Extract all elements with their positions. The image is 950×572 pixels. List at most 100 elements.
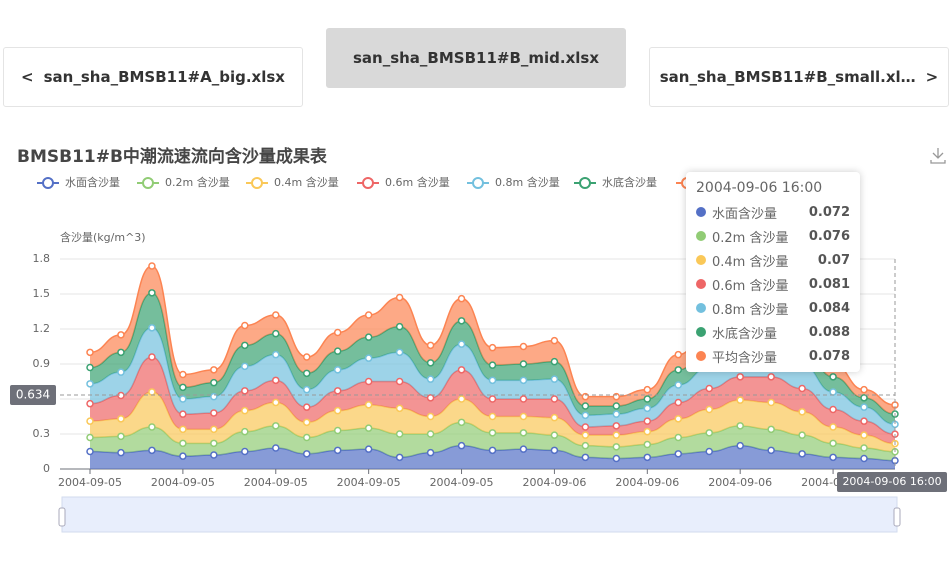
point [179,425,187,434]
zoom-handle[interactable] [58,507,66,527]
tooltip: 2004-09-06 16:00 水面含沙量 0.072 0.2m 含沙量 0.076 0… [686,172,860,372]
legend-item[interactable]: 0.6m 含沙量 [357,175,450,189]
point [210,439,218,448]
legend-item[interactable]: 0.2m 含沙量 [137,175,230,189]
point [736,396,744,404]
point [86,433,94,442]
legend-item[interactable]: 0.8m 含沙量 [467,175,560,189]
legend-item[interactable]: 水面含沙量 [37,175,120,189]
point [241,427,249,436]
point [333,426,342,435]
tooltip-dot [696,303,706,313]
point [179,452,187,460]
tab-current[interactable]: san_sha_BMSB11#B_mid.xlsx [326,28,626,88]
tooltip-dot [696,279,706,289]
point [829,423,837,431]
tooltip-name: 0.2m 含沙量 [712,230,789,246]
point [179,383,187,392]
point [117,348,125,357]
point [302,385,311,394]
point [643,440,652,449]
point [426,394,435,402]
point [860,394,868,402]
point [736,373,744,381]
point [612,422,621,430]
point [426,448,435,457]
legend-label: 0.6m 含沙量 [385,175,450,189]
legend-symbol [579,177,591,189]
point [612,410,621,418]
tooltip-name: 0.8m 含沙量 [712,302,789,318]
tab-prev[interactable]: < san_sha_BMSB11#A_big.xlsx [3,47,303,107]
tooltip-row: 0.6m 含沙量 0.081 [696,272,850,296]
download-icon[interactable] [930,148,946,164]
point [550,446,559,455]
point [272,350,280,359]
point [241,406,249,415]
tab-label: san_sha_BMSB11#B_mid.xlsx [352,49,600,67]
point [86,363,94,372]
point [674,350,683,359]
tab-next[interactable]: san_sha_BMSB11#B_small.xl… > [649,47,949,107]
point [302,403,311,411]
point [210,366,218,374]
point [302,450,311,458]
tooltip-value: 0.07 [817,252,850,268]
point [364,377,373,386]
point [241,387,249,395]
point [364,445,373,453]
point [272,311,280,319]
point [736,422,744,430]
tooltip-value: 0.078 [808,348,850,364]
point [210,409,218,417]
point [148,262,156,270]
point [302,418,311,427]
point [426,359,435,367]
legend-label: 水面含沙量 [65,175,120,189]
x-tick-label: 2004-09-05 [430,476,494,489]
x-tick-label: 2004-09-06 [615,476,679,489]
point [705,429,713,437]
point [705,384,713,393]
point [798,384,806,393]
point [333,366,342,374]
point [117,415,125,423]
pointer-y-box [10,385,56,406]
point [829,453,837,462]
point [643,453,652,462]
legend-item[interactable]: 水底含沙量 [574,175,657,189]
tooltip-row: 平均含沙量 0.078 [696,344,850,368]
point [581,441,590,450]
y-tick-label: 0.3 [33,427,51,440]
point [457,294,466,303]
x-tick-label: 2004-09-05 [58,476,122,489]
tooltip-value: 0.072 [808,204,850,220]
point [581,402,590,410]
tooltip-row: 0.4m 含沙量 0.07 [696,248,850,272]
tooltip-name: 水底含沙量 [712,326,778,342]
tooltip-row: 0.8m 含沙量 0.084 [696,296,850,320]
point [395,322,404,331]
point [860,403,868,411]
point [860,454,868,463]
point [550,375,559,383]
data-zoom[interactable] [61,496,898,533]
legend-item[interactable]: 0.4m 含沙量 [246,175,339,189]
area [90,392,895,452]
tab-label: san_sha_BMSB11#A_big.xlsx [43,68,285,86]
point [519,342,528,351]
tooltip-dot [696,327,706,337]
zoom-handle[interactable] [893,507,901,527]
point [798,431,806,439]
point [395,348,404,357]
point [829,405,837,414]
y-axis-label: 含沙量(kg/m^3) [60,230,146,244]
point [117,368,125,376]
point [148,289,156,297]
point [705,447,713,456]
point [860,431,868,439]
point [333,347,342,355]
point [148,388,156,396]
point [272,444,280,452]
point [612,431,621,439]
